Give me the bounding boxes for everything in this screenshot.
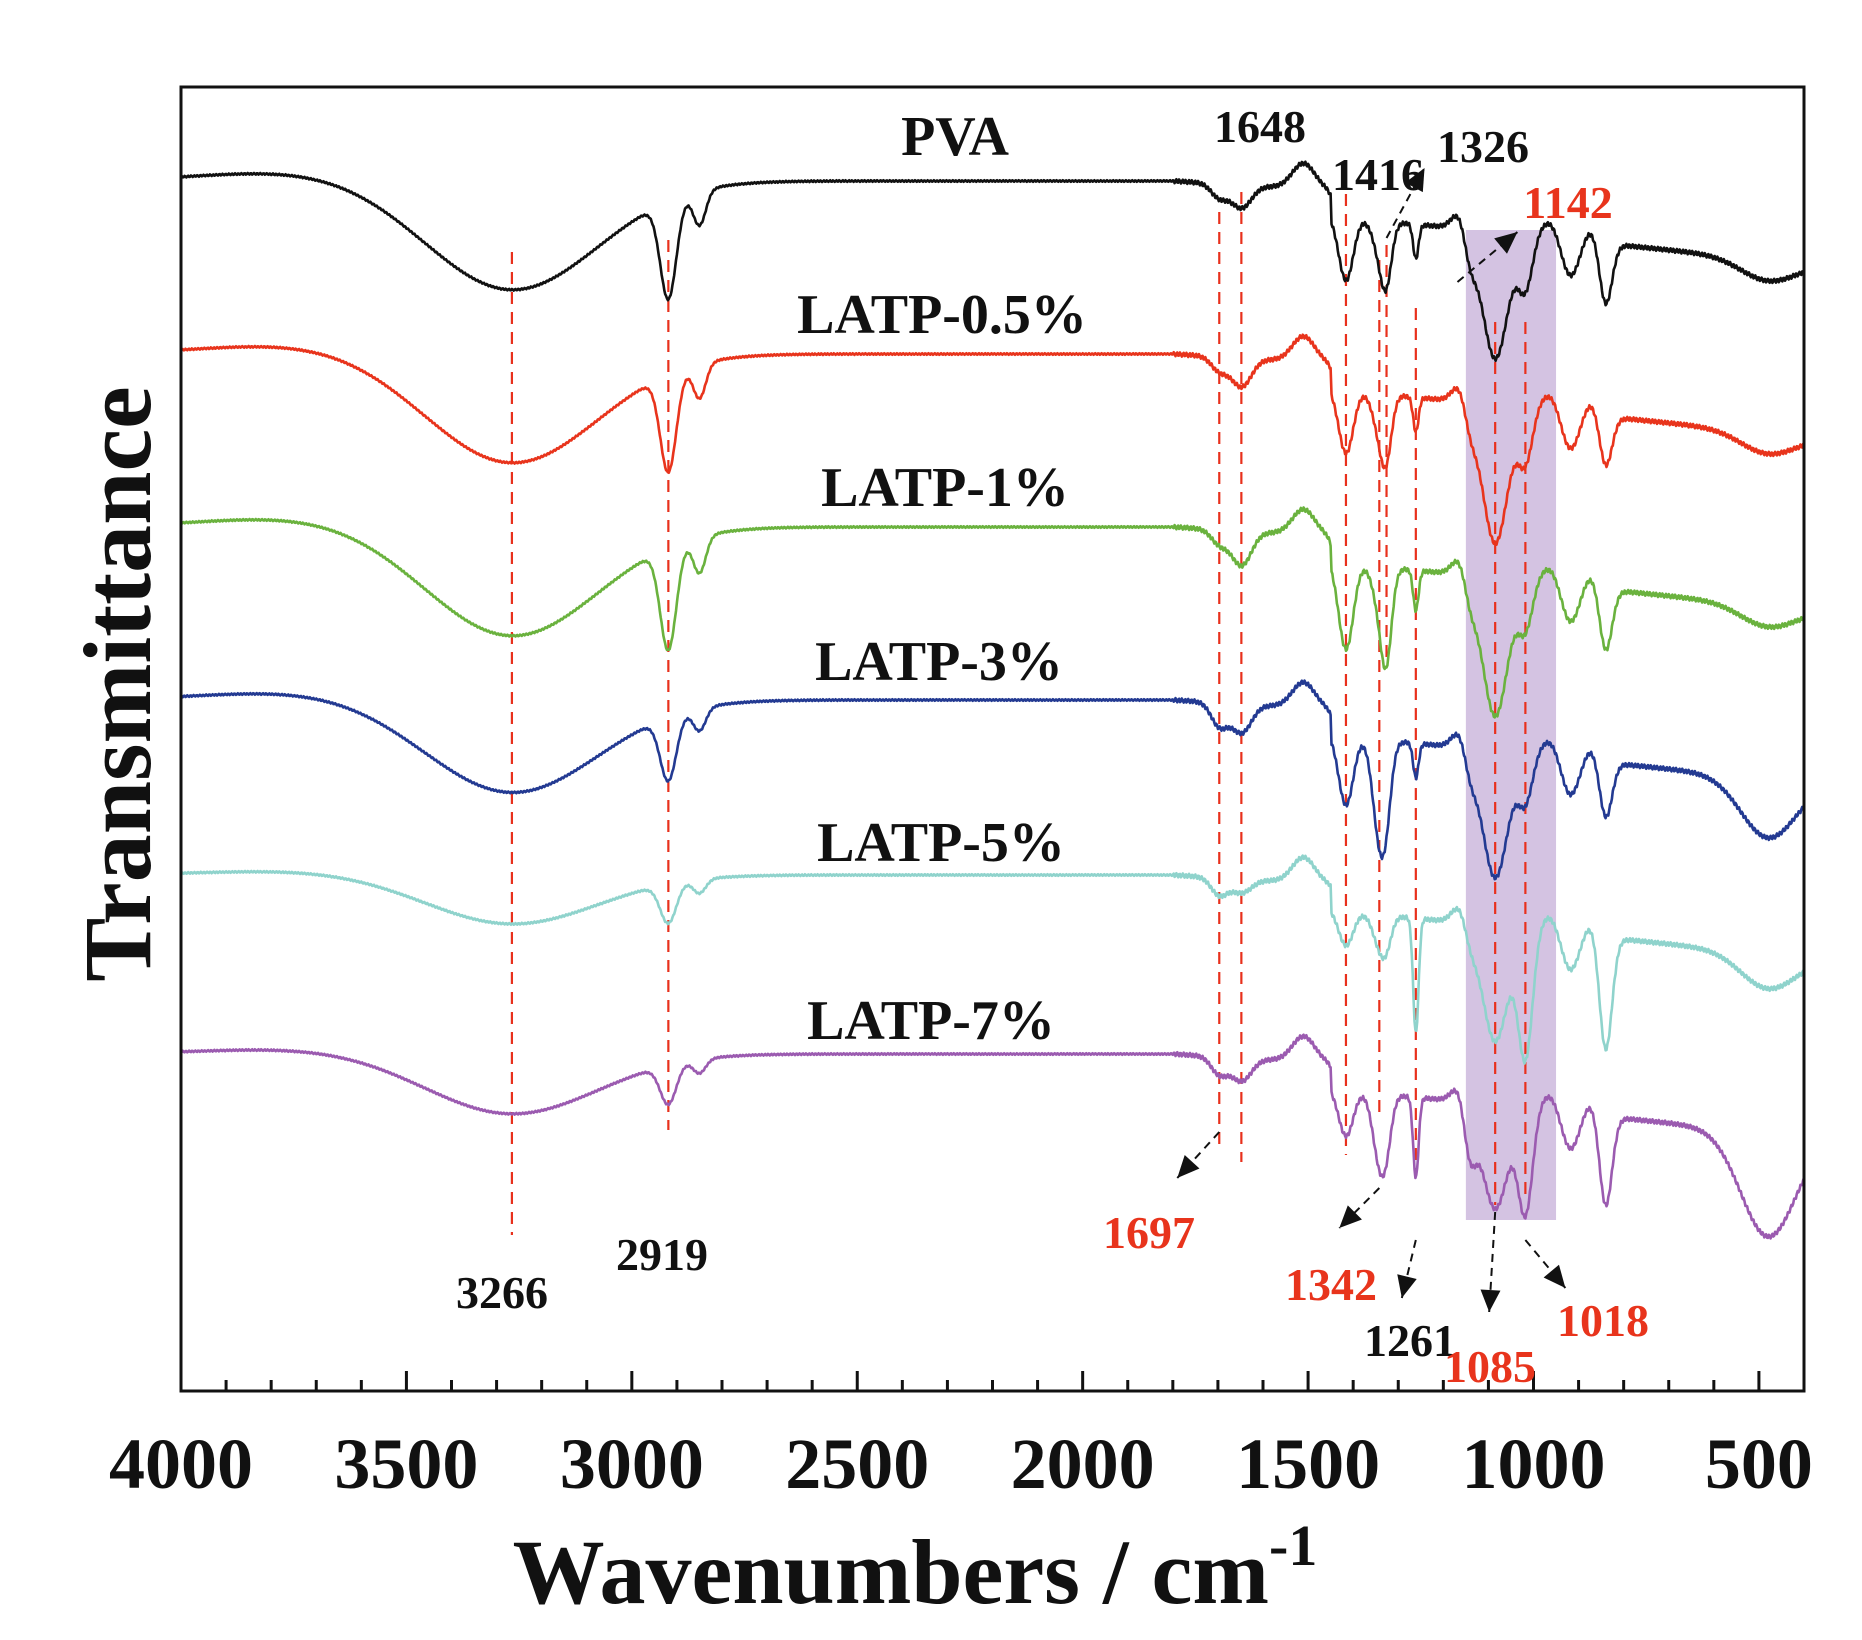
series-labels: PVA LATP-0.5% LATP-1% LATP-3% LATP-5% LATP-7%	[797, 106, 1087, 1052]
leader-1142-head	[1494, 232, 1518, 254]
peak-label-2919: 2919	[616, 1229, 708, 1280]
x-tick-label: 2000	[1011, 1424, 1155, 1504]
leader-1085	[1488, 1211, 1497, 1313]
series-line-latp-0-5	[179, 333, 1805, 546]
x-axis-title: Wavenumbers / cm-1	[513, 1513, 1318, 1623]
x-tick-label: 1000	[1462, 1424, 1606, 1504]
peak-labels: 3266 2919 1697 1648 1416 1342 1326 1261 1142 1085…	[456, 101, 1649, 1392]
series-label: LATP-0.5%	[797, 284, 1087, 346]
series-label: LATP-5%	[817, 812, 1065, 874]
y-axis-title: Transmittance	[64, 386, 171, 981]
x-tick-label: 4000	[109, 1424, 253, 1504]
series-label: LATP-1%	[821, 457, 1069, 519]
peak-leaders	[1176, 167, 1567, 1313]
x-axis-title-superscript: -1	[1269, 1513, 1317, 1578]
x-tick-label: 500	[1705, 1424, 1813, 1504]
series-line-latp-5	[180, 854, 1806, 1065]
series-label: PVA	[901, 106, 1009, 168]
highlight-band	[1465, 230, 1557, 1220]
series-label: LATP-3%	[815, 631, 1063, 693]
peak-label-1697: 1697	[1103, 1207, 1195, 1258]
leader-1697	[1176, 1131, 1221, 1179]
x-tick-label: 2500	[785, 1424, 929, 1504]
leader-1261-head	[1397, 1274, 1417, 1298]
x-axis-title-text: Wavenumbers / cm	[513, 1521, 1269, 1623]
leader-1342-head	[1339, 1205, 1362, 1228]
leader-1326-head	[1405, 168, 1425, 193]
x-tick-label: 1500	[1236, 1424, 1380, 1504]
series-line-latp-7	[180, 1033, 1806, 1240]
peak-label-1416: 1416	[1332, 149, 1424, 200]
leader-1018-head	[1543, 1264, 1566, 1288]
series-line-latp-1	[180, 506, 1806, 719]
x-tick-label: 3000	[560, 1424, 704, 1504]
x-axis: 4000 3500 3000 2500 2000 1500 1000 500	[109, 1371, 1813, 1504]
peak-label-1648: 1648	[1214, 101, 1306, 152]
leader-1697-head	[1177, 1155, 1200, 1178]
leader-1085-head	[1480, 1289, 1501, 1312]
x-tick-label: 3500	[334, 1424, 478, 1504]
peak-label-1085: 1085	[1444, 1341, 1536, 1392]
peak-label-1261: 1261	[1364, 1315, 1456, 1366]
peak-label-1142: 1142	[1523, 177, 1612, 228]
leader-1018	[1524, 1239, 1567, 1289]
series-line-pva	[180, 160, 1806, 363]
peak-label-1018: 1018	[1557, 1295, 1649, 1346]
peak-label-3266: 3266	[456, 1267, 548, 1318]
series-label: LATP-7%	[807, 990, 1055, 1052]
series-line-latp-3	[180, 679, 1805, 881]
peak-label-1342: 1342	[1285, 1259, 1377, 1310]
peak-label-1326: 1326	[1437, 121, 1529, 172]
spectra	[179, 160, 1806, 1240]
